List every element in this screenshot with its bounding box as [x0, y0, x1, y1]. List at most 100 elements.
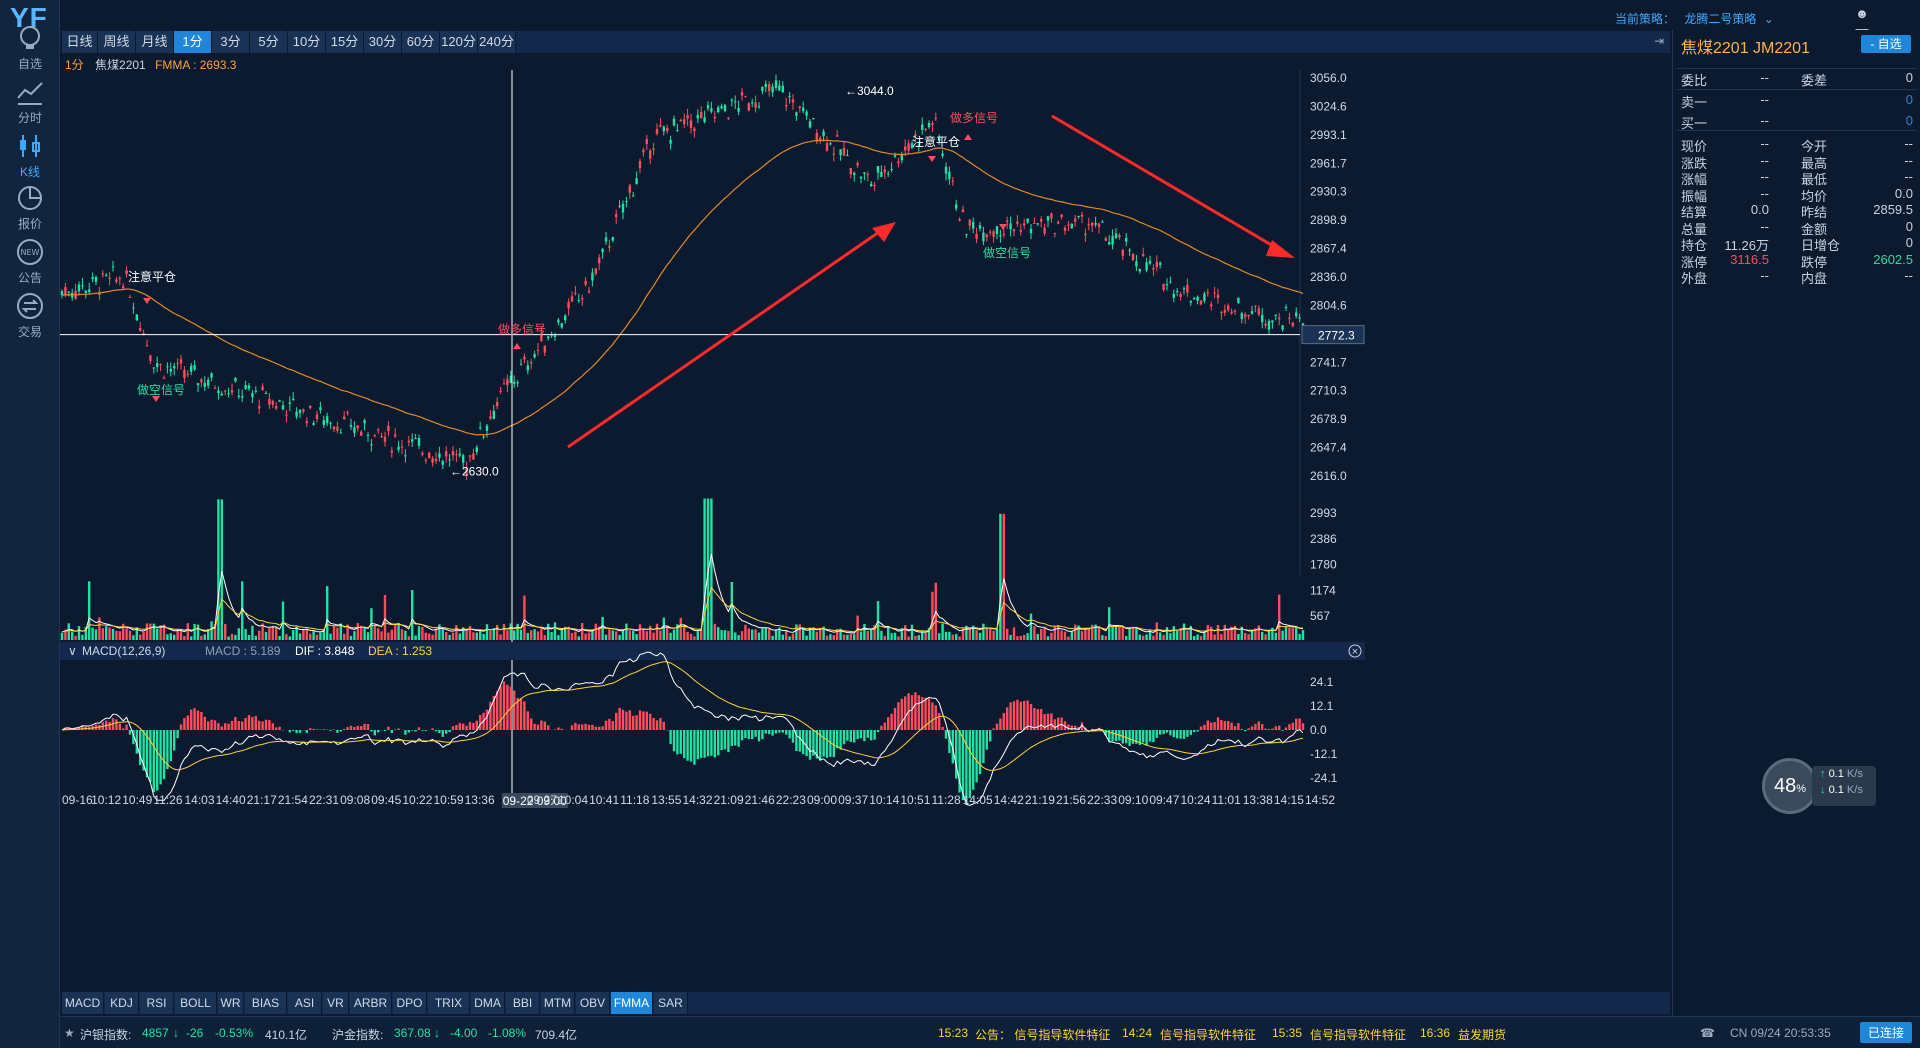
- macd-histogram-bar: [1053, 719, 1056, 730]
- collapse-icon[interactable]: ⇥: [1653, 34, 1664, 48]
- volume-bar: [1074, 624, 1077, 640]
- quote-v2: --: [1904, 136, 1913, 151]
- candle-body: [411, 439, 414, 442]
- macd-histogram-bar: [1040, 709, 1043, 730]
- candle-body: [217, 390, 220, 394]
- volume-bar: [326, 586, 329, 640]
- tab-indicator-obv[interactable]: OBV: [576, 992, 610, 1014]
- news4-text[interactable]: 益发期货: [1458, 1028, 1507, 1042]
- quote-row: 外盘 -- 内盘 --: [1681, 268, 1913, 288]
- volume-bar: [105, 626, 108, 640]
- sidebar-item-kline[interactable]: K线: [0, 132, 60, 192]
- tab-indicator-mtm[interactable]: MTM: [541, 992, 575, 1014]
- tab-period-6[interactable]: 10分: [288, 31, 326, 53]
- tab-indicator-arbr[interactable]: ARBR: [350, 992, 392, 1014]
- pin-icon[interactable]: ★: [64, 1026, 75, 1040]
- network-speed-widget[interactable]: 48% ↑ 0.1 K/s ↓ 0.1 K/s: [1762, 758, 1882, 814]
- macd-histogram-bar: [975, 730, 978, 783]
- tab-indicator-trix[interactable]: TRIX: [428, 992, 470, 1014]
- macd-histogram-bar: [1067, 724, 1070, 730]
- remove-watchlist-button[interactable]: - 自选: [1861, 35, 1911, 53]
- tab-indicator-sar[interactable]: SAR: [654, 992, 688, 1014]
- tab-indicator-dma[interactable]: DMA: [471, 992, 505, 1014]
- volume-bar: [261, 623, 264, 640]
- tab-indicator-bias[interactable]: BIAS: [245, 992, 287, 1014]
- candle-body: [1169, 281, 1172, 283]
- tab-indicator-boll[interactable]: BOLL: [175, 992, 217, 1014]
- tab-period-10[interactable]: 120分: [440, 31, 478, 53]
- macd-histogram-bar: [397, 728, 400, 730]
- candle-body: [309, 405, 312, 409]
- close-position-signal: 注意平仓: [128, 269, 176, 284]
- tab-period-1[interactable]: 周线: [98, 31, 136, 53]
- short-signal: 做空信号: [983, 245, 1031, 260]
- news3-text[interactable]: 信号指导软件特征: [1310, 1028, 1407, 1042]
- sidebar-item-quote[interactable]: 报价: [0, 184, 60, 244]
- tab-indicator-asi[interactable]: ASI: [288, 992, 322, 1014]
- volume-bar: [822, 626, 825, 640]
- tab-period-8[interactable]: 30分: [364, 31, 402, 53]
- tab-indicator-vr[interactable]: VR: [323, 992, 349, 1014]
- news2-text[interactable]: 信号指导软件特征: [1160, 1028, 1257, 1042]
- strategy-label: 当前策略：: [1615, 12, 1676, 26]
- macd-histogram-bar: [730, 730, 733, 746]
- line-chart-icon: [17, 82, 43, 105]
- volume-bar: [1067, 636, 1070, 640]
- macd-histogram-bar: [220, 726, 223, 730]
- candle-body: [380, 436, 383, 438]
- tab-indicator-fmma[interactable]: FMMA: [611, 992, 653, 1014]
- candle-body: [1281, 325, 1284, 330]
- macd-histogram-bar: [1094, 728, 1097, 730]
- news1-text[interactable]: 公告： 信号指导软件特征: [975, 1028, 1111, 1042]
- tab-indicator-dpo[interactable]: DPO: [393, 992, 427, 1014]
- strategy-selector[interactable]: 当前策略： 龙腾二号策略 ⌄: [1615, 10, 1774, 27]
- macd-histogram-bar: [156, 730, 159, 791]
- volume-bar: [924, 633, 927, 640]
- bell-icon[interactable]: ☎: [1700, 1026, 1715, 1040]
- tab-period-3[interactable]: 1分: [174, 31, 212, 53]
- time-axis-label: 09:27: [527, 793, 557, 807]
- macd-histogram-bar: [747, 730, 750, 740]
- tab-period-0[interactable]: 日线: [62, 31, 98, 53]
- sidebar-item-notice[interactable]: NEW 公告: [0, 238, 60, 298]
- volume-bar: [1274, 632, 1277, 640]
- volume-bar: [475, 632, 478, 640]
- tab-period-9[interactable]: 60分: [402, 31, 440, 53]
- candle-body: [516, 382, 519, 384]
- candle-body: [312, 422, 315, 425]
- tab-indicator-kdj[interactable]: KDJ: [105, 992, 139, 1014]
- macd-histogram-bar: [1179, 730, 1182, 739]
- volume-bar: [485, 624, 489, 640]
- tab-period-2[interactable]: 月线: [136, 31, 174, 53]
- tab-indicator-rsi[interactable]: RSI: [140, 992, 174, 1014]
- volume-bar: [281, 601, 285, 640]
- exchange-icon: [17, 293, 43, 319]
- sidebar-item-timeshare[interactable]: 分时: [0, 78, 60, 138]
- kline-chart[interactable]: 3056.0 3024.6 2993.1 2961.7 2930.3 2898.9 2867…: [60, 70, 1672, 992]
- macd-histogram-bar: [295, 730, 298, 733]
- volume-bar: [706, 498, 710, 640]
- tab-period-11[interactable]: 240分: [478, 31, 516, 53]
- volume-bar: [513, 630, 516, 640]
- volume-bar: [217, 499, 220, 640]
- tab-indicator-wr[interactable]: WR: [218, 992, 244, 1014]
- quote-row: 涨幅 -- 最低 --: [1681, 169, 1913, 189]
- tab-period-7[interactable]: 15分: [326, 31, 364, 53]
- tab-period-4[interactable]: 3分: [212, 31, 250, 53]
- tab-period-5[interactable]: 5分: [250, 31, 288, 53]
- tab-indicator-macd[interactable]: MACD: [62, 992, 104, 1014]
- time-axis-label: 13:36: [465, 793, 495, 807]
- quote-v2: --: [1904, 169, 1913, 184]
- candle-body: [166, 366, 169, 368]
- tab-indicator-bbi[interactable]: BBI: [506, 992, 540, 1014]
- sidebar-item-watchlist[interactable]: 自选: [0, 24, 60, 84]
- volume-bar: [387, 632, 390, 640]
- volume-bar: [434, 628, 438, 640]
- candle-body: [179, 359, 183, 364]
- connection-status[interactable]: 已连接: [1860, 1022, 1913, 1043]
- user-icon[interactable]: ☻: [1855, 6, 1869, 21]
- macd-histogram-bar: [169, 730, 172, 762]
- top-bar: 当前策略： 龙腾二号策略 ⌄ ☻ — ❐ ✕: [60, 0, 1869, 67]
- volume-bar: [118, 631, 121, 640]
- sidebar-item-trade[interactable]: 交易: [0, 292, 60, 352]
